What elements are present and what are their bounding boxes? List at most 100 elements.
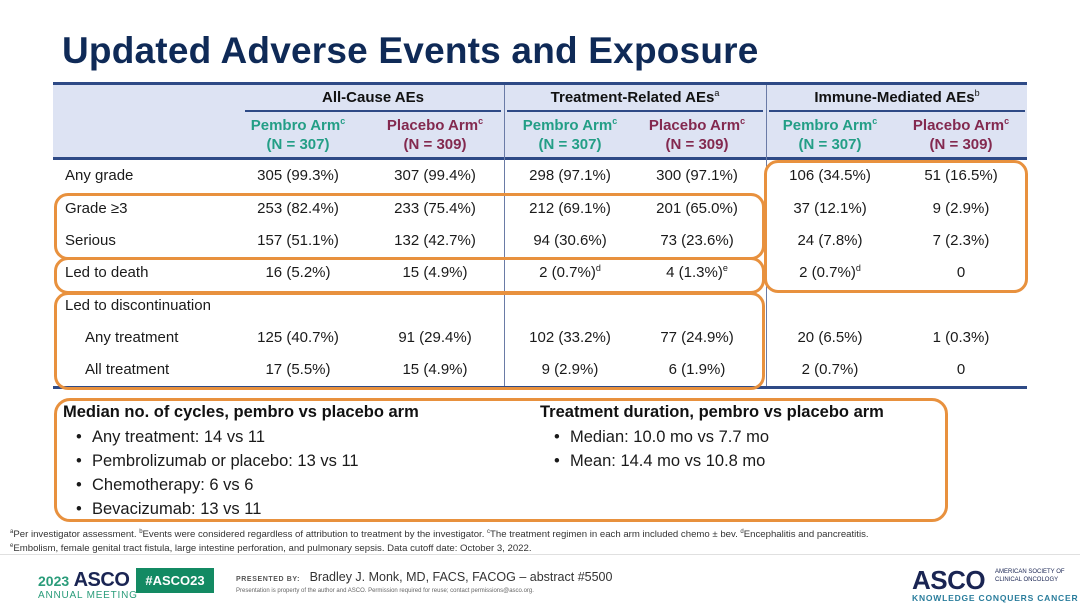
text: 102 (33.2%)	[529, 329, 611, 346]
text: 2 (0.7%)	[801, 361, 859, 378]
bullet-item: • Median: 10.0 mo vs 7.7 mo	[550, 425, 769, 449]
table-cell: 7 (2.3%)	[891, 225, 1031, 257]
table-cell: 20 (6.5%)	[760, 322, 900, 354]
meeting-subtitle: ANNUAL MEETING	[38, 590, 138, 601]
bullet-item: • Mean: 14.4 mo vs 10.8 mo	[550, 449, 769, 473]
table-cell: 212 (69.1%)	[500, 193, 640, 225]
bullet-text: Chemotherapy: 6 vs 6	[92, 476, 254, 494]
text: 24 (7.8%)	[797, 232, 863, 249]
text: 6 (1.9%)	[668, 361, 726, 378]
footnote-marker: c	[478, 116, 484, 126]
table-row: Serious 157 (51.1%) 132 (42.7%) 94 (30.6%) 7…	[53, 225, 1027, 257]
row-label: Any grade	[65, 167, 134, 184]
text: Immune-Mediated AEs	[814, 89, 975, 106]
text: 91 (29.4%)	[398, 329, 472, 346]
table-header-rule	[53, 157, 1027, 160]
group-underline	[769, 110, 1025, 112]
bullet-text: Mean: 14.4 mo vs 10.8 mo	[570, 452, 766, 470]
text: 4 (1.3%)	[666, 264, 723, 281]
arm-n: (N = 307)	[798, 136, 862, 153]
table-cell: 305 (99.3%)	[228, 160, 368, 192]
bullet-item: • Bevacizumab: 13 vs 11	[72, 497, 359, 521]
text: 16 (5.2%)	[265, 264, 331, 281]
text: 307 (99.4%)	[394, 167, 476, 184]
arm-n: (N = 307)	[538, 136, 602, 153]
table-cell: 77 (24.9%)	[627, 322, 767, 354]
bullet-icon: •	[76, 428, 82, 446]
group-underline	[245, 110, 501, 112]
meeting-year: 2023	[38, 573, 70, 589]
table-cell: 15 (4.9%)	[365, 257, 505, 289]
table-cell: 300 (97.1%)	[627, 160, 767, 192]
text: 253 (82.4%)	[257, 200, 339, 217]
table-cell: 253 (82.4%)	[228, 193, 368, 225]
footnote-marker: c	[340, 116, 346, 126]
bullet-icon: •	[76, 476, 82, 494]
arm-header-placebo: Placebo Armc (N = 309)	[365, 116, 505, 154]
text: 305 (99.3%)	[257, 167, 339, 184]
table-row: Grade ≥3 253 (82.4%) 233 (75.4%) 212 (69.1%…	[53, 193, 1027, 225]
table-cell: 17 (5.5%)	[228, 354, 368, 386]
footnote-text: Encephalitis and pancreatitis.	[743, 529, 869, 540]
bullet-text: Pembrolizumab or placebo: 13 vs 11	[92, 452, 359, 470]
table-cell: 233 (75.4%)	[365, 193, 505, 225]
presenter-line: PRESENTED BY: Bradley J. Monk, MD, FACS,…	[236, 570, 612, 584]
footnote-marker: c	[487, 529, 491, 535]
footnote-marker: d	[740, 529, 744, 535]
property-note: Presentation is property of the author a…	[236, 588, 534, 594]
arm-header-pembro: Pembro Armc (N = 307)	[228, 116, 368, 154]
text: 298 (97.1%)	[529, 167, 611, 184]
footnote-marker: b	[974, 88, 980, 98]
footnote-marker: a	[10, 529, 14, 535]
row-label: All treatment	[85, 361, 170, 378]
row-label: Led to discontinuation	[65, 297, 211, 314]
arm-header-placebo: Placebo Armc (N = 309)	[627, 116, 767, 154]
arm-n: (N = 309)	[665, 136, 729, 153]
text: Placebo Arm	[386, 117, 479, 134]
text: 201 (65.0%)	[656, 200, 738, 217]
text: All-Cause AEs	[322, 89, 424, 106]
table-cell: 106 (34.5%)	[760, 160, 900, 192]
text: 51 (16.5%)	[924, 167, 998, 184]
footnote-marker: c	[612, 116, 618, 126]
presenter-name: Bradley J. Monk, MD, FACS, FACOG – abstr…	[309, 570, 613, 584]
table-cell: 9 (2.9%)	[891, 193, 1031, 225]
table-cell: 201 (65.0%)	[627, 193, 767, 225]
table-cell: 157 (51.1%)	[228, 225, 368, 257]
text: Treatment-Related AEs	[550, 89, 715, 106]
table-cell: 298 (97.1%)	[500, 160, 640, 192]
text: 212 (69.1%)	[529, 200, 611, 217]
footnote-marker: e	[722, 263, 728, 273]
presented-by-label: PRESENTED BY:	[236, 576, 301, 583]
text: 2 (0.7%)	[799, 264, 856, 281]
table-cell: 132 (42.7%)	[365, 225, 505, 257]
footnote-marker: d	[595, 263, 601, 273]
table-row: Any grade 305 (99.3%) 307 (99.4%) 298 (97.1…	[53, 160, 1027, 192]
footnote-marker: c	[740, 116, 746, 126]
org-brand: ASCO	[912, 565, 986, 595]
table-cell: 0	[891, 257, 1031, 289]
highlight-grade3-serious	[54, 193, 765, 260]
bullet-item: • Chemotherapy: 6 vs 6	[72, 473, 359, 497]
arm-header-placebo: Placebo Armc (N = 309)	[891, 116, 1031, 154]
text: Pembro Arm	[782, 117, 873, 134]
meeting-brand: ASCO	[73, 569, 130, 591]
highlight-led-to-death	[54, 257, 765, 294]
highlight-discontinuation	[54, 292, 765, 390]
text: 157 (51.1%)	[257, 232, 339, 249]
footnote-marker: b	[139, 529, 143, 535]
table-row: Led to death 16 (5.2%) 15 (4.9%) 2 (0.7%)d 4…	[53, 257, 1027, 289]
table-cell: 73 (23.6%)	[627, 225, 767, 257]
table-row: All treatment 17 (5.5%) 15 (4.9%) 9 (2.9%) 6…	[53, 354, 1027, 386]
org-tagline: KNOWLEDGE CONQUERS CANCER	[912, 593, 1079, 603]
arm-n: (N = 307)	[266, 136, 330, 153]
table-cell: 2 (0.7%)d	[760, 257, 900, 289]
table-cell: 2 (0.7%)	[760, 354, 900, 386]
page-title: Updated Adverse Events and Exposure	[62, 30, 759, 71]
text: Pembro Arm	[250, 117, 341, 134]
row-label: Serious	[65, 232, 116, 249]
arm-header-pembro: Pembro Armc (N = 307)	[760, 116, 900, 154]
table-cell: 24 (7.8%)	[760, 225, 900, 257]
org-name: AMERICAN SOCIETY OF CLINICAL ONCOLOGY	[995, 569, 1065, 583]
table-cell: 6 (1.9%)	[627, 354, 767, 386]
